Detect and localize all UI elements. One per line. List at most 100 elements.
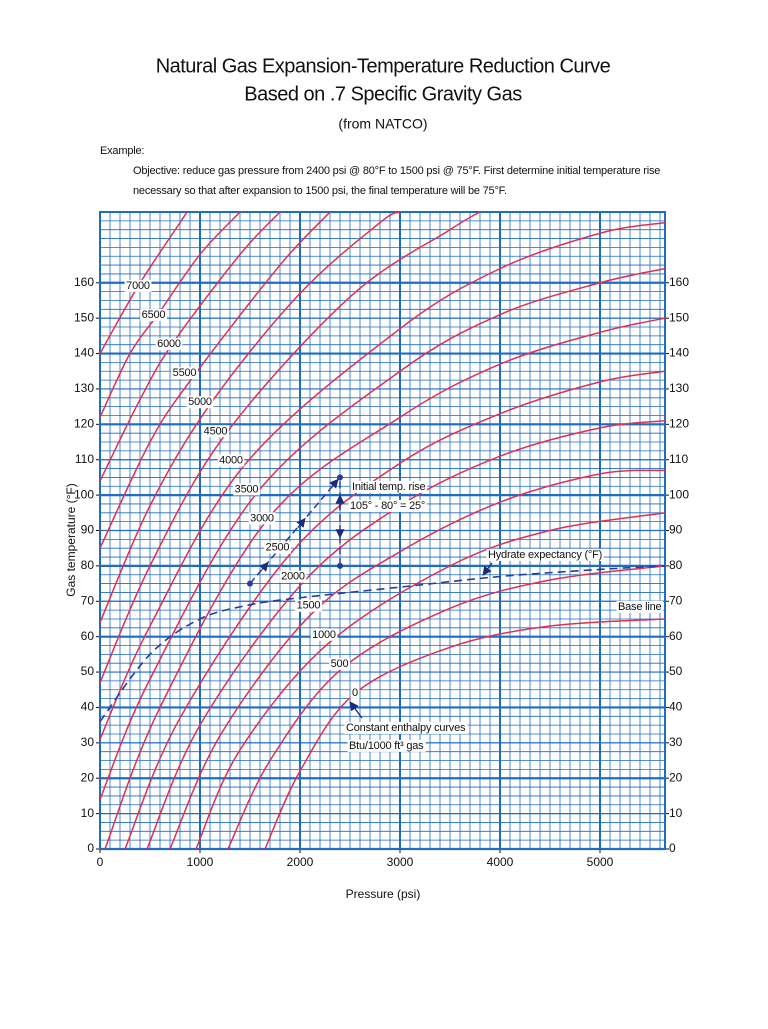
- y-tick-label: 30: [81, 735, 95, 749]
- curve-label: 6500: [142, 309, 166, 321]
- x-tick-label: 2000: [287, 855, 314, 869]
- label-box: [348, 499, 427, 512]
- curve-label: 3000: [250, 512, 274, 524]
- y-tick-label: 90: [81, 523, 95, 537]
- label-box: [217, 454, 245, 467]
- annotation: Constant enthalpy curves: [346, 722, 466, 734]
- y-tick-label: 110: [75, 452, 94, 466]
- enthalpy-curve: [100, 267, 665, 800]
- y-tick-label: 0: [87, 841, 94, 855]
- label-box: [350, 480, 428, 493]
- enthalpy-curve: [100, 212, 401, 623]
- y-tick-label: 100: [669, 487, 689, 501]
- example-text: Objective: reduce gas pressure from 2400…: [133, 165, 660, 177]
- enthalpy-curve: [227, 565, 665, 849]
- arrow: [259, 561, 269, 572]
- enthalpy-curve: [104, 317, 665, 849]
- y-tick-label: 90: [669, 523, 683, 537]
- chart-subtitle: Based on .7 Specific Gravity Gas: [244, 83, 522, 105]
- curve-label: 5500: [173, 367, 197, 379]
- y-tick-label: 120: [669, 417, 689, 431]
- label-box: [202, 425, 229, 438]
- curve-label: 7000: [126, 280, 150, 292]
- y-tick-label: 70: [81, 593, 95, 607]
- curve-label: 1500: [297, 600, 321, 612]
- x-tick-label: 5000: [587, 855, 614, 869]
- example-heading: Example:: [100, 145, 144, 157]
- label-box: [347, 739, 426, 752]
- y-tick-label: 40: [669, 700, 683, 714]
- curve-label: 0: [352, 687, 358, 699]
- y-tick-label: 10: [669, 806, 683, 820]
- y-tick-label: 80: [81, 558, 95, 572]
- label-box: [186, 396, 214, 409]
- annotation: Initial temp. rise: [352, 481, 426, 493]
- label-box: [344, 721, 468, 734]
- y-tick-label: 50: [81, 664, 95, 678]
- plot-frame: [99, 211, 666, 850]
- curve-label: 6000: [157, 338, 181, 350]
- y-tick-label: 20: [669, 770, 683, 784]
- curve-label: 2500: [266, 542, 290, 554]
- arrow: [296, 517, 306, 528]
- y-tick-label: 100: [74, 487, 94, 501]
- y-tick-label: 60: [81, 629, 95, 643]
- label-box: [279, 570, 307, 583]
- labels: 0 500 1000 1500 2000 2500 3000 3500 4000 4500 5000…: [124, 279, 664, 752]
- curves: [100, 212, 665, 849]
- curve-label: 1000: [312, 629, 336, 641]
- enthalpy-curve: [146, 420, 665, 849]
- label-box: [310, 628, 338, 641]
- y-tick-label: 20: [81, 770, 95, 784]
- x-tick-label: 0: [97, 855, 104, 869]
- y-tick-label: 0: [669, 841, 676, 855]
- y-axis-title: Gas temperature (°F): [64, 483, 78, 597]
- y-tick-label: 160: [669, 275, 689, 289]
- enthalpy-curve: [124, 370, 665, 849]
- curve-label: 4500: [204, 425, 228, 437]
- enthalpy-curve: [100, 212, 188, 354]
- curve-label: 3500: [235, 483, 259, 495]
- enthalpy-curve: [264, 618, 665, 849]
- y-tick-label: 160: [74, 275, 94, 289]
- curve-label: 5000: [188, 396, 212, 408]
- annotation: Base line: [618, 601, 662, 613]
- label-box: [329, 657, 350, 670]
- annotation: Btu/1000 ft³ gas: [349, 740, 424, 752]
- label-box: [248, 512, 276, 525]
- label-box: [155, 338, 183, 351]
- label-box: [350, 686, 360, 699]
- x-tick-label: 1000: [187, 855, 214, 869]
- y-tick-label: 110: [669, 452, 688, 466]
- y-tick-label: 80: [669, 558, 683, 572]
- example-text: necessary so that after expansion to 150…: [133, 185, 507, 197]
- curve-label: 4000: [219, 454, 243, 466]
- label-box: [616, 600, 664, 613]
- enthalpy-curve: [169, 469, 665, 849]
- enthalpy-curve: [100, 221, 665, 740]
- curve-label: 500: [331, 658, 349, 670]
- label-box: [233, 483, 260, 496]
- y-tick-label: 10: [81, 806, 95, 820]
- arrow: [349, 701, 363, 719]
- arrow: [329, 478, 339, 489]
- y-tick-label: 30: [669, 735, 683, 749]
- label-box: [140, 308, 167, 321]
- y-tick-label: 50: [669, 664, 683, 678]
- label-box: [124, 279, 152, 292]
- y-tick-label: 60: [669, 629, 683, 643]
- y-tick-label: 120: [74, 417, 94, 431]
- y-tick-label: 40: [81, 700, 95, 714]
- enthalpy-curve: [195, 512, 665, 849]
- y-tick-label: 140: [74, 346, 94, 360]
- label-box: [171, 367, 198, 380]
- x-tick-label: 4000: [487, 855, 514, 869]
- series-label: Hydrate expectancy (°F): [488, 549, 602, 561]
- example-point: [247, 580, 253, 587]
- arrow: [482, 562, 493, 576]
- x-axis-title: Pressure (psi): [346, 887, 421, 901]
- y-tick-label: 150: [669, 310, 689, 324]
- label-box: [295, 599, 322, 612]
